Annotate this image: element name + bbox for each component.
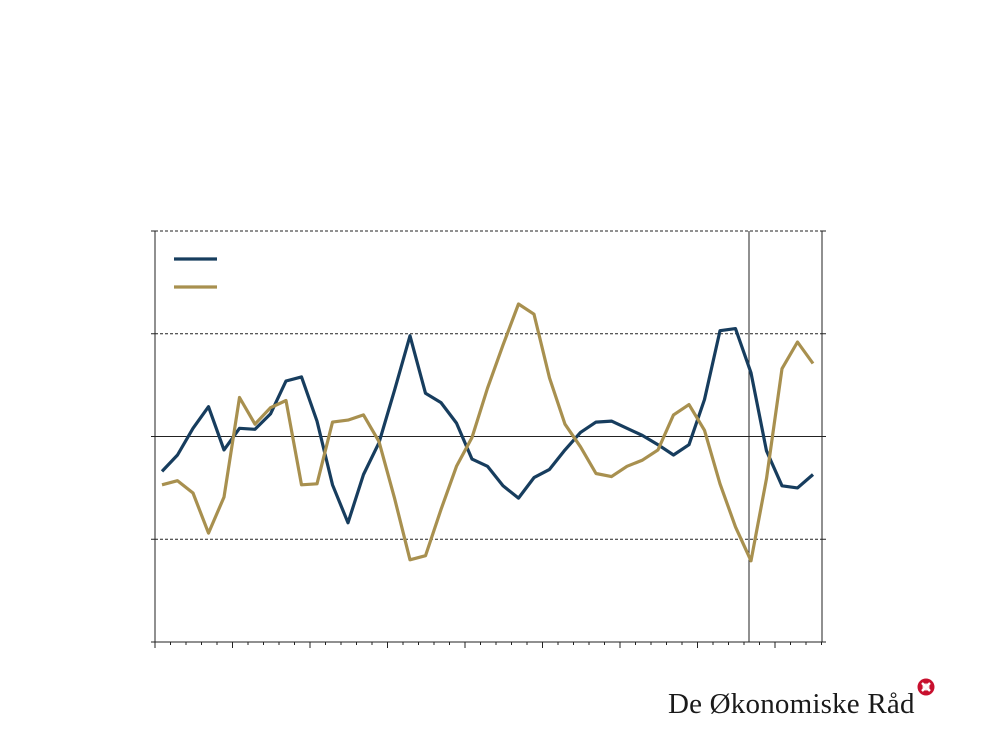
- brand-logo-icon: [917, 678, 935, 696]
- series-line-1: [160, 327, 815, 525]
- series-line-2: [161, 302, 815, 563]
- line-chart: [151, 230, 826, 648]
- brand-block: De Økonomiske Råd: [668, 678, 935, 724]
- brand-name: De Økonomiske Råd: [668, 688, 915, 720]
